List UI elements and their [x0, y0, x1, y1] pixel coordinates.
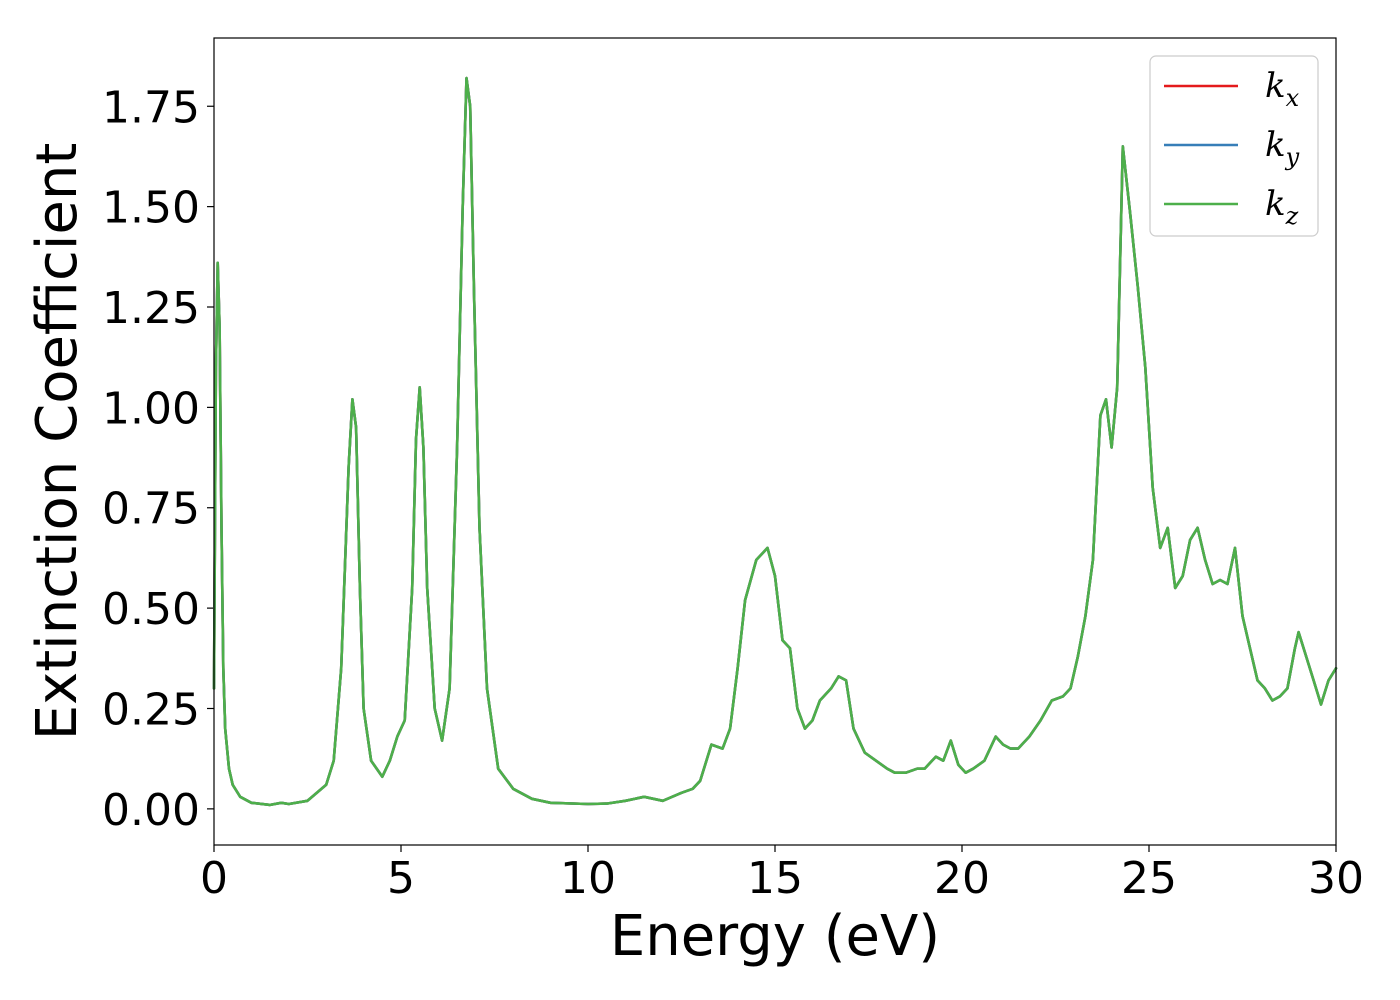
x-tick-label: 30: [1308, 853, 1364, 904]
x-tick-label: 15: [747, 853, 803, 904]
legend-label-x: kx: [1265, 66, 1300, 112]
y-tick-label: 1.25: [102, 283, 200, 334]
x-tick-label: 5: [387, 853, 415, 904]
legend: kx ky kz: [1149, 55, 1319, 237]
x-tick-label: 25: [1121, 853, 1177, 904]
plot-frame: [213, 37, 1337, 846]
x-tick-label: 20: [934, 853, 990, 904]
legend-label-y: ky: [1265, 125, 1300, 171]
x-tick-label: 0: [200, 853, 228, 904]
y-tick-label: 0.00: [102, 785, 200, 836]
y-tick-label: 0.75: [102, 484, 200, 535]
y-tick-label: 1.75: [102, 82, 200, 133]
y-tick-label: 0.25: [102, 684, 200, 735]
legend-label-z: kz: [1265, 184, 1299, 230]
x-axis: 0 5 10 15 20 25 30: [200, 845, 1364, 904]
y-tick-label: 1.00: [102, 383, 200, 434]
x-tick-label: 10: [560, 853, 616, 904]
y-tick-label: 1.50: [102, 183, 200, 234]
y-axis: 0.00 0.25 0.50 0.75 1.00 1.25 1.50 1.75: [102, 82, 214, 836]
y-axis-title: Extinction Coefficient: [25, 143, 90, 741]
y-tick-label: 0.50: [102, 584, 200, 635]
series-line-z: [212, 76, 1338, 807]
plot-area: [212, 76, 1338, 807]
x-axis-title: Energy (eV): [610, 904, 940, 969]
